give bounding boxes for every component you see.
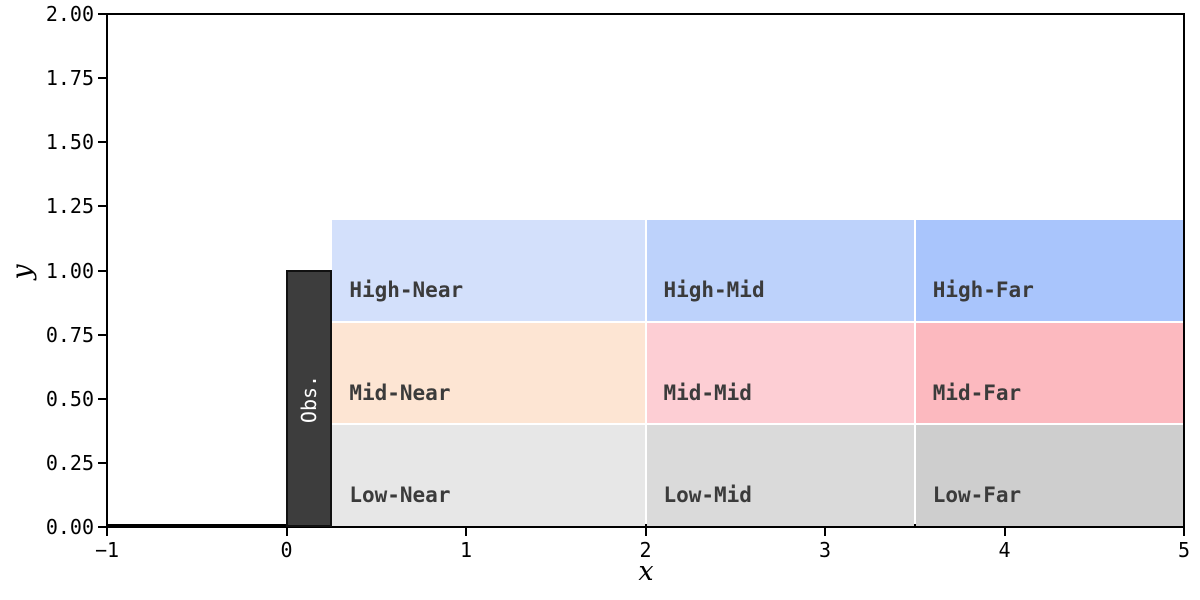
region-low-mid — [646, 425, 914, 526]
region-high-near — [332, 220, 645, 321]
region-mid-mid — [646, 322, 914, 424]
right-spine — [1183, 13, 1185, 528]
obstacle-bar — [285, 269, 333, 527]
x-tick-label-5: 5 — [1177, 538, 1191, 562]
x-axis-label: x — [638, 556, 654, 587]
x-tick-1 — [465, 528, 467, 536]
region-label-high-far: High-Far — [932, 278, 1034, 303]
obstacle-label: Obs. — [296, 374, 321, 423]
x-tick-3 — [824, 528, 826, 536]
y-tick-label-0.75: 0.75 — [45, 322, 94, 347]
x-tick-label-3: 3 — [818, 538, 832, 562]
top-spine — [106, 13, 1185, 15]
x-tick-−1 — [106, 528, 108, 536]
y-tick-2.00 — [98, 13, 106, 15]
y-tick-label-2.00: 2.00 — [45, 2, 94, 26]
region-label-high-mid: High-Mid — [663, 278, 765, 303]
bottom-spine — [106, 524, 1185, 528]
left-spine — [106, 13, 108, 528]
x-tick-label-0: 0 — [280, 538, 293, 562]
region-label-low-mid: Low-Mid — [663, 483, 752, 508]
region-mid-near — [332, 322, 645, 424]
x-tick-label-2: 2 — [639, 538, 652, 562]
y-tick-1.75 — [98, 77, 106, 80]
region-label-mid-near: Mid-Near — [349, 380, 451, 405]
region-low-far — [915, 425, 1183, 526]
region-label-mid-mid: Mid-Mid — [663, 380, 752, 405]
y-tick-0.50 — [98, 397, 106, 400]
y-tick-label-1.75: 1.75 — [45, 66, 94, 91]
y-tick-1.00 — [98, 269, 106, 272]
y-tick-label-0.00: 0.00 — [45, 515, 94, 539]
y-tick-label-0.50: 0.50 — [45, 386, 94, 411]
y-tick-label-1.00: 1.00 — [45, 258, 94, 283]
y-tick-0.00 — [98, 526, 106, 528]
x-tick-label-1: 1 — [459, 538, 473, 562]
region-mid-far — [915, 322, 1183, 424]
region-label-low-near: Low-Near — [349, 483, 451, 508]
y-tick-0.25 — [98, 461, 106, 464]
region-label-low-far: Low-Far — [932, 483, 1022, 508]
x-tick-0 — [285, 528, 288, 536]
region-label-mid-far: Mid-Far — [932, 380, 1022, 405]
x-tick-label-−1: −1 — [94, 538, 120, 562]
y-tick-1.25 — [98, 205, 106, 208]
y-tick-1.50 — [98, 141, 106, 144]
x-tick-5 — [1183, 528, 1185, 536]
x-tick-2 — [644, 528, 647, 536]
region-high-mid — [646, 220, 914, 321]
region-low-near — [332, 425, 645, 526]
y-tick-label-1.50: 1.50 — [45, 130, 94, 155]
y-axis-label: y — [6, 264, 38, 280]
y-tick-0.75 — [98, 333, 106, 336]
y-tick-label-1.25: 1.25 — [45, 194, 94, 219]
x-tick-4 — [1003, 528, 1006, 536]
region-label-high-near: High-Near — [349, 278, 464, 303]
region-high-far — [915, 220, 1183, 321]
x-tick-label-4: 4 — [998, 538, 1011, 562]
y-tick-label-0.25: 0.25 — [45, 450, 94, 475]
